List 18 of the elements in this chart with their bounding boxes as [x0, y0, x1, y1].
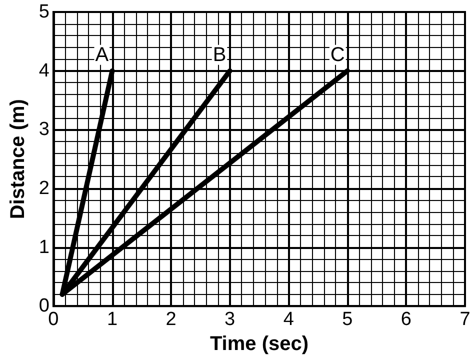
x-tick-label: 4	[283, 309, 294, 330]
y-tick-label: 4	[38, 60, 50, 82]
x-tick-label: 1	[106, 309, 118, 330]
y-tick-label: 2	[38, 178, 50, 199]
y-tick-label: 0	[38, 296, 50, 317]
x-tick-label: 6	[400, 309, 412, 330]
x-tick-label: 3	[224, 309, 236, 330]
series-label: B	[212, 44, 226, 66]
y-tick-label: 1	[38, 236, 50, 258]
x-tick-label: 2	[166, 309, 176, 330]
y-tick-label: 5	[38, 2, 50, 22]
x-tick-label: 7	[460, 309, 470, 330]
series-label: C	[330, 44, 345, 66]
x-tick-label: 5	[342, 309, 353, 330]
series-label: A	[95, 44, 110, 66]
y-axis-title: Distance (m)	[7, 99, 29, 220]
y-tick-label: 3	[38, 119, 50, 140]
x-axis-title: Time (sec)	[210, 333, 309, 355]
